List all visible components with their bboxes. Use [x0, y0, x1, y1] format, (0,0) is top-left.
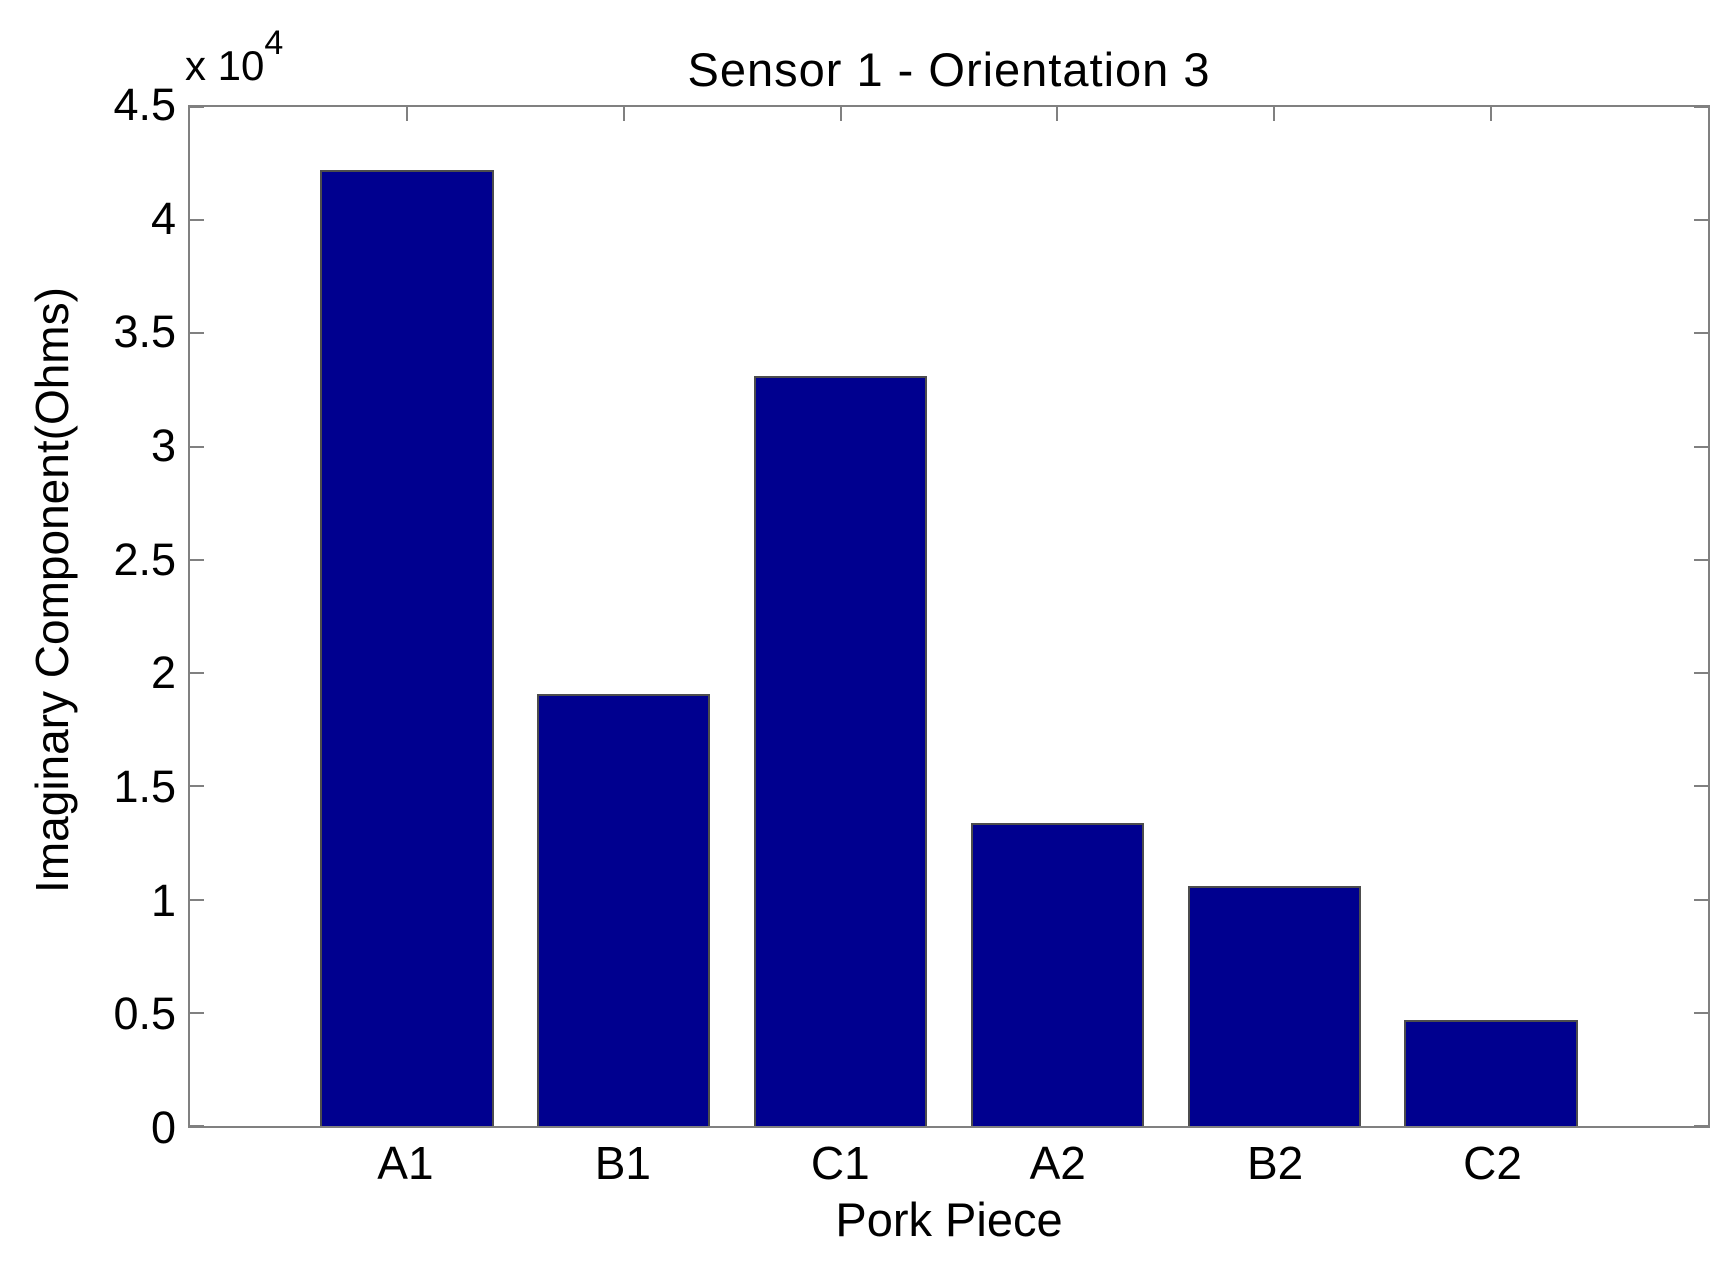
- x-tick-mark-top-B2: [1273, 107, 1276, 121]
- y-tick-mark-right-4: [1694, 219, 1708, 222]
- y-tick-mark-left-3: [190, 445, 204, 448]
- bar-B2: [1187, 885, 1362, 1126]
- y-tick-mark-right-2: [1694, 672, 1708, 675]
- y-tick-mark-right-2.5: [1694, 558, 1708, 561]
- x-tick-mark-top-C1: [839, 107, 842, 121]
- y-tick-label-4.5: 4.5: [113, 79, 176, 130]
- y-tick-mark-left-1.5: [190, 785, 204, 788]
- bar-C2: [1404, 1019, 1578, 1126]
- y-axis-exponent-label: x 104: [185, 24, 283, 90]
- x-axis-label: Pork Piece: [835, 1193, 1063, 1246]
- x-tick-mark-top-A2: [1056, 107, 1059, 121]
- y-tick-mark-left-0.5: [190, 1011, 204, 1014]
- y-tick-mark-left-3.5: [190, 332, 204, 335]
- x-tick-label-A1: A1: [377, 1137, 434, 1189]
- y-tick-mark-right-3.5: [1694, 332, 1708, 335]
- bar-B1: [536, 693, 711, 1126]
- x-tick-mark-top-B1: [622, 107, 625, 121]
- y-tick-mark-left-4.5: [190, 106, 204, 108]
- y-tick-mark-right-4.5: [1694, 106, 1708, 108]
- x-tick-label-A2: A2: [1029, 1137, 1086, 1189]
- y-axis-exponent-power: 4: [264, 24, 284, 62]
- bar-A1: [320, 170, 494, 1126]
- y-tick-label-0: 0: [150, 1102, 176, 1153]
- y-tick-mark-right-0.5: [1694, 1011, 1708, 1014]
- y-tick-mark-right-1.5: [1694, 785, 1708, 788]
- y-tick-mark-left-2: [190, 672, 204, 675]
- y-tick-mark-left-2.5: [190, 558, 204, 561]
- y-tick-label-2: 2: [150, 647, 176, 699]
- y-tick-mark-right-3: [1694, 445, 1708, 448]
- y-tick-label-1: 1: [150, 874, 176, 926]
- x-tick-mark-top-A1: [405, 107, 408, 121]
- x-tick-label-C1: C1: [810, 1137, 870, 1189]
- x-tick-label-B2: B2: [1247, 1137, 1304, 1189]
- y-tick-mark-right-1: [1694, 898, 1708, 901]
- y-tick-mark-left-4: [190, 219, 204, 222]
- y-tick-mark-right-0: [1694, 1125, 1708, 1127]
- y-tick-mark-left-1: [190, 898, 204, 901]
- y-tick-label-3.5: 3.5: [113, 306, 176, 358]
- bar-C1: [753, 376, 928, 1126]
- x-tick-label-B1: B1: [594, 1137, 651, 1189]
- bar-A2: [970, 822, 1145, 1126]
- y-tick-label-4: 4: [150, 192, 176, 244]
- y-tick-label-0.5: 0.5: [113, 988, 176, 1040]
- y-tick-label-2.5: 2.5: [113, 533, 176, 585]
- y-tick-mark-left-0: [190, 1125, 204, 1127]
- x-tick-label-C2: C2: [1463, 1137, 1522, 1189]
- chart-title: Sensor 1 - Orientation 3: [687, 43, 1211, 96]
- x-tick-mark-top-C2: [1490, 107, 1493, 121]
- y-tick-label-1.5: 1.5: [113, 761, 176, 812]
- plot-area: [188, 105, 1710, 1128]
- y-axis-exponent-base: x 10: [185, 42, 265, 89]
- y-tick-label-3: 3: [150, 420, 176, 471]
